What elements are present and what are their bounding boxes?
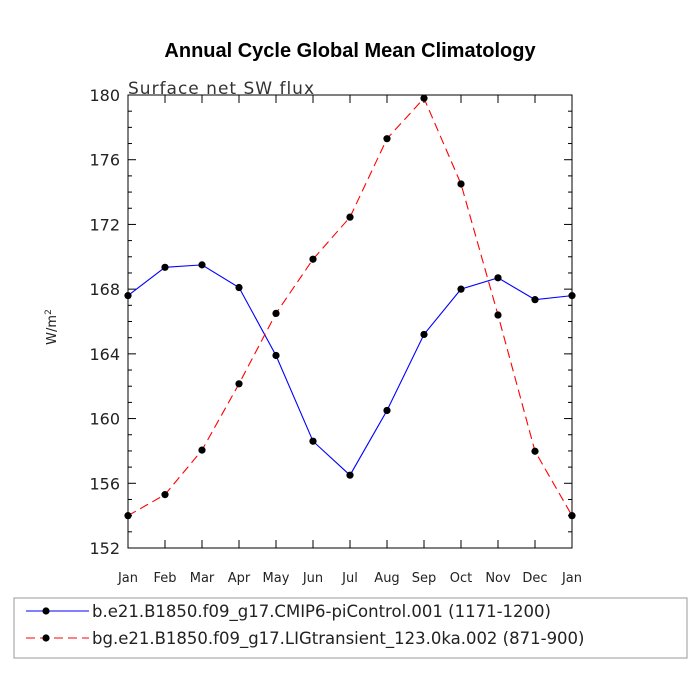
chart-subtitle: Surface net SW flux <box>128 79 315 99</box>
y-tick-label: 160 <box>89 410 120 429</box>
y-tick-label: 172 <box>89 215 120 234</box>
series-2-point <box>383 135 391 143</box>
series-2-point <box>420 94 428 102</box>
series-2-point <box>568 512 576 520</box>
y-axis-label: W/m2 <box>44 309 60 345</box>
series-1-point <box>457 285 465 293</box>
legend-swatch-marker-2 <box>42 634 50 642</box>
y-tick-label: 176 <box>89 151 120 170</box>
series-2-point <box>531 447 539 455</box>
plot-axes <box>127 94 573 549</box>
series-2-point <box>198 446 206 454</box>
x-tick-label: Nov <box>485 571 511 586</box>
y-tick-label: 164 <box>89 345 120 364</box>
x-tick-label: Jan <box>561 571 582 586</box>
plot-frame <box>127 94 573 549</box>
legend-label-2: bg.e21.B1850.f09_g17.LIGtransient_123.0k… <box>92 629 585 649</box>
x-tick-label: Aug <box>374 571 399 586</box>
legend: b.e21.B1850.f09_g17.CMIP6-piControl.001 … <box>13 597 688 659</box>
y-tick-label: 152 <box>89 539 120 558</box>
x-axis-ticks: Jan Feb Mar Apr May Jun Jul Aug Sep Oct Nov Dec Jan <box>117 95 582 586</box>
legend-label-1: b.e21.B1850.f09_g17.CMIP6-piControl.001 … <box>92 602 551 622</box>
series-1-point <box>309 437 317 445</box>
x-tick-label: Mar <box>190 571 215 586</box>
x-tick-label: Sep <box>412 571 437 586</box>
series-1-point <box>383 406 391 415</box>
x-tick-label: Dec <box>522 571 547 586</box>
series-1-point <box>531 296 539 304</box>
series-2-point <box>235 380 243 388</box>
x-tick-label: Jan <box>117 571 138 586</box>
series-1-point <box>198 261 206 269</box>
series-1-point <box>235 283 243 292</box>
y-axis-label-text: W/m <box>45 315 60 345</box>
x-tick-label: Jun <box>302 571 323 586</box>
x-tick-label: Jul <box>341 571 358 586</box>
series-1-point <box>161 263 169 271</box>
series-2-point <box>457 180 465 188</box>
series-line-2 <box>127 97 573 517</box>
y-axis-label-superscript: 2 <box>44 309 54 315</box>
series-line-1 <box>127 264 573 477</box>
series-2-point <box>309 255 317 263</box>
series-1-point <box>346 471 354 479</box>
series-1-point <box>272 351 280 360</box>
series-2-point <box>161 491 169 499</box>
chart-title: Annual Cycle Global Mean Climatology <box>164 40 536 62</box>
x-tick-label: Oct <box>450 571 472 586</box>
legend-swatch-marker-1 <box>42 607 50 615</box>
series-2-point <box>494 311 502 319</box>
y-tick-label: 180 <box>89 86 120 105</box>
series-2-point <box>124 512 132 520</box>
series-1-point <box>568 292 576 300</box>
x-tick-label: Feb <box>153 571 176 586</box>
series-layer <box>124 94 576 520</box>
y-tick-label: 168 <box>89 280 120 299</box>
series-1-point <box>420 330 428 339</box>
series-2-point <box>272 309 280 318</box>
x-tick-label: Apr <box>228 571 251 586</box>
series-1-point <box>124 292 132 300</box>
y-tick-label: 156 <box>89 474 120 493</box>
series-1-point <box>494 274 502 282</box>
series-2-point <box>346 213 354 221</box>
x-tick-label: May <box>263 571 290 586</box>
y-axis-ticks: 152 156 160 164 168 172 176 180 <box>89 86 572 558</box>
legend-box <box>13 597 688 659</box>
